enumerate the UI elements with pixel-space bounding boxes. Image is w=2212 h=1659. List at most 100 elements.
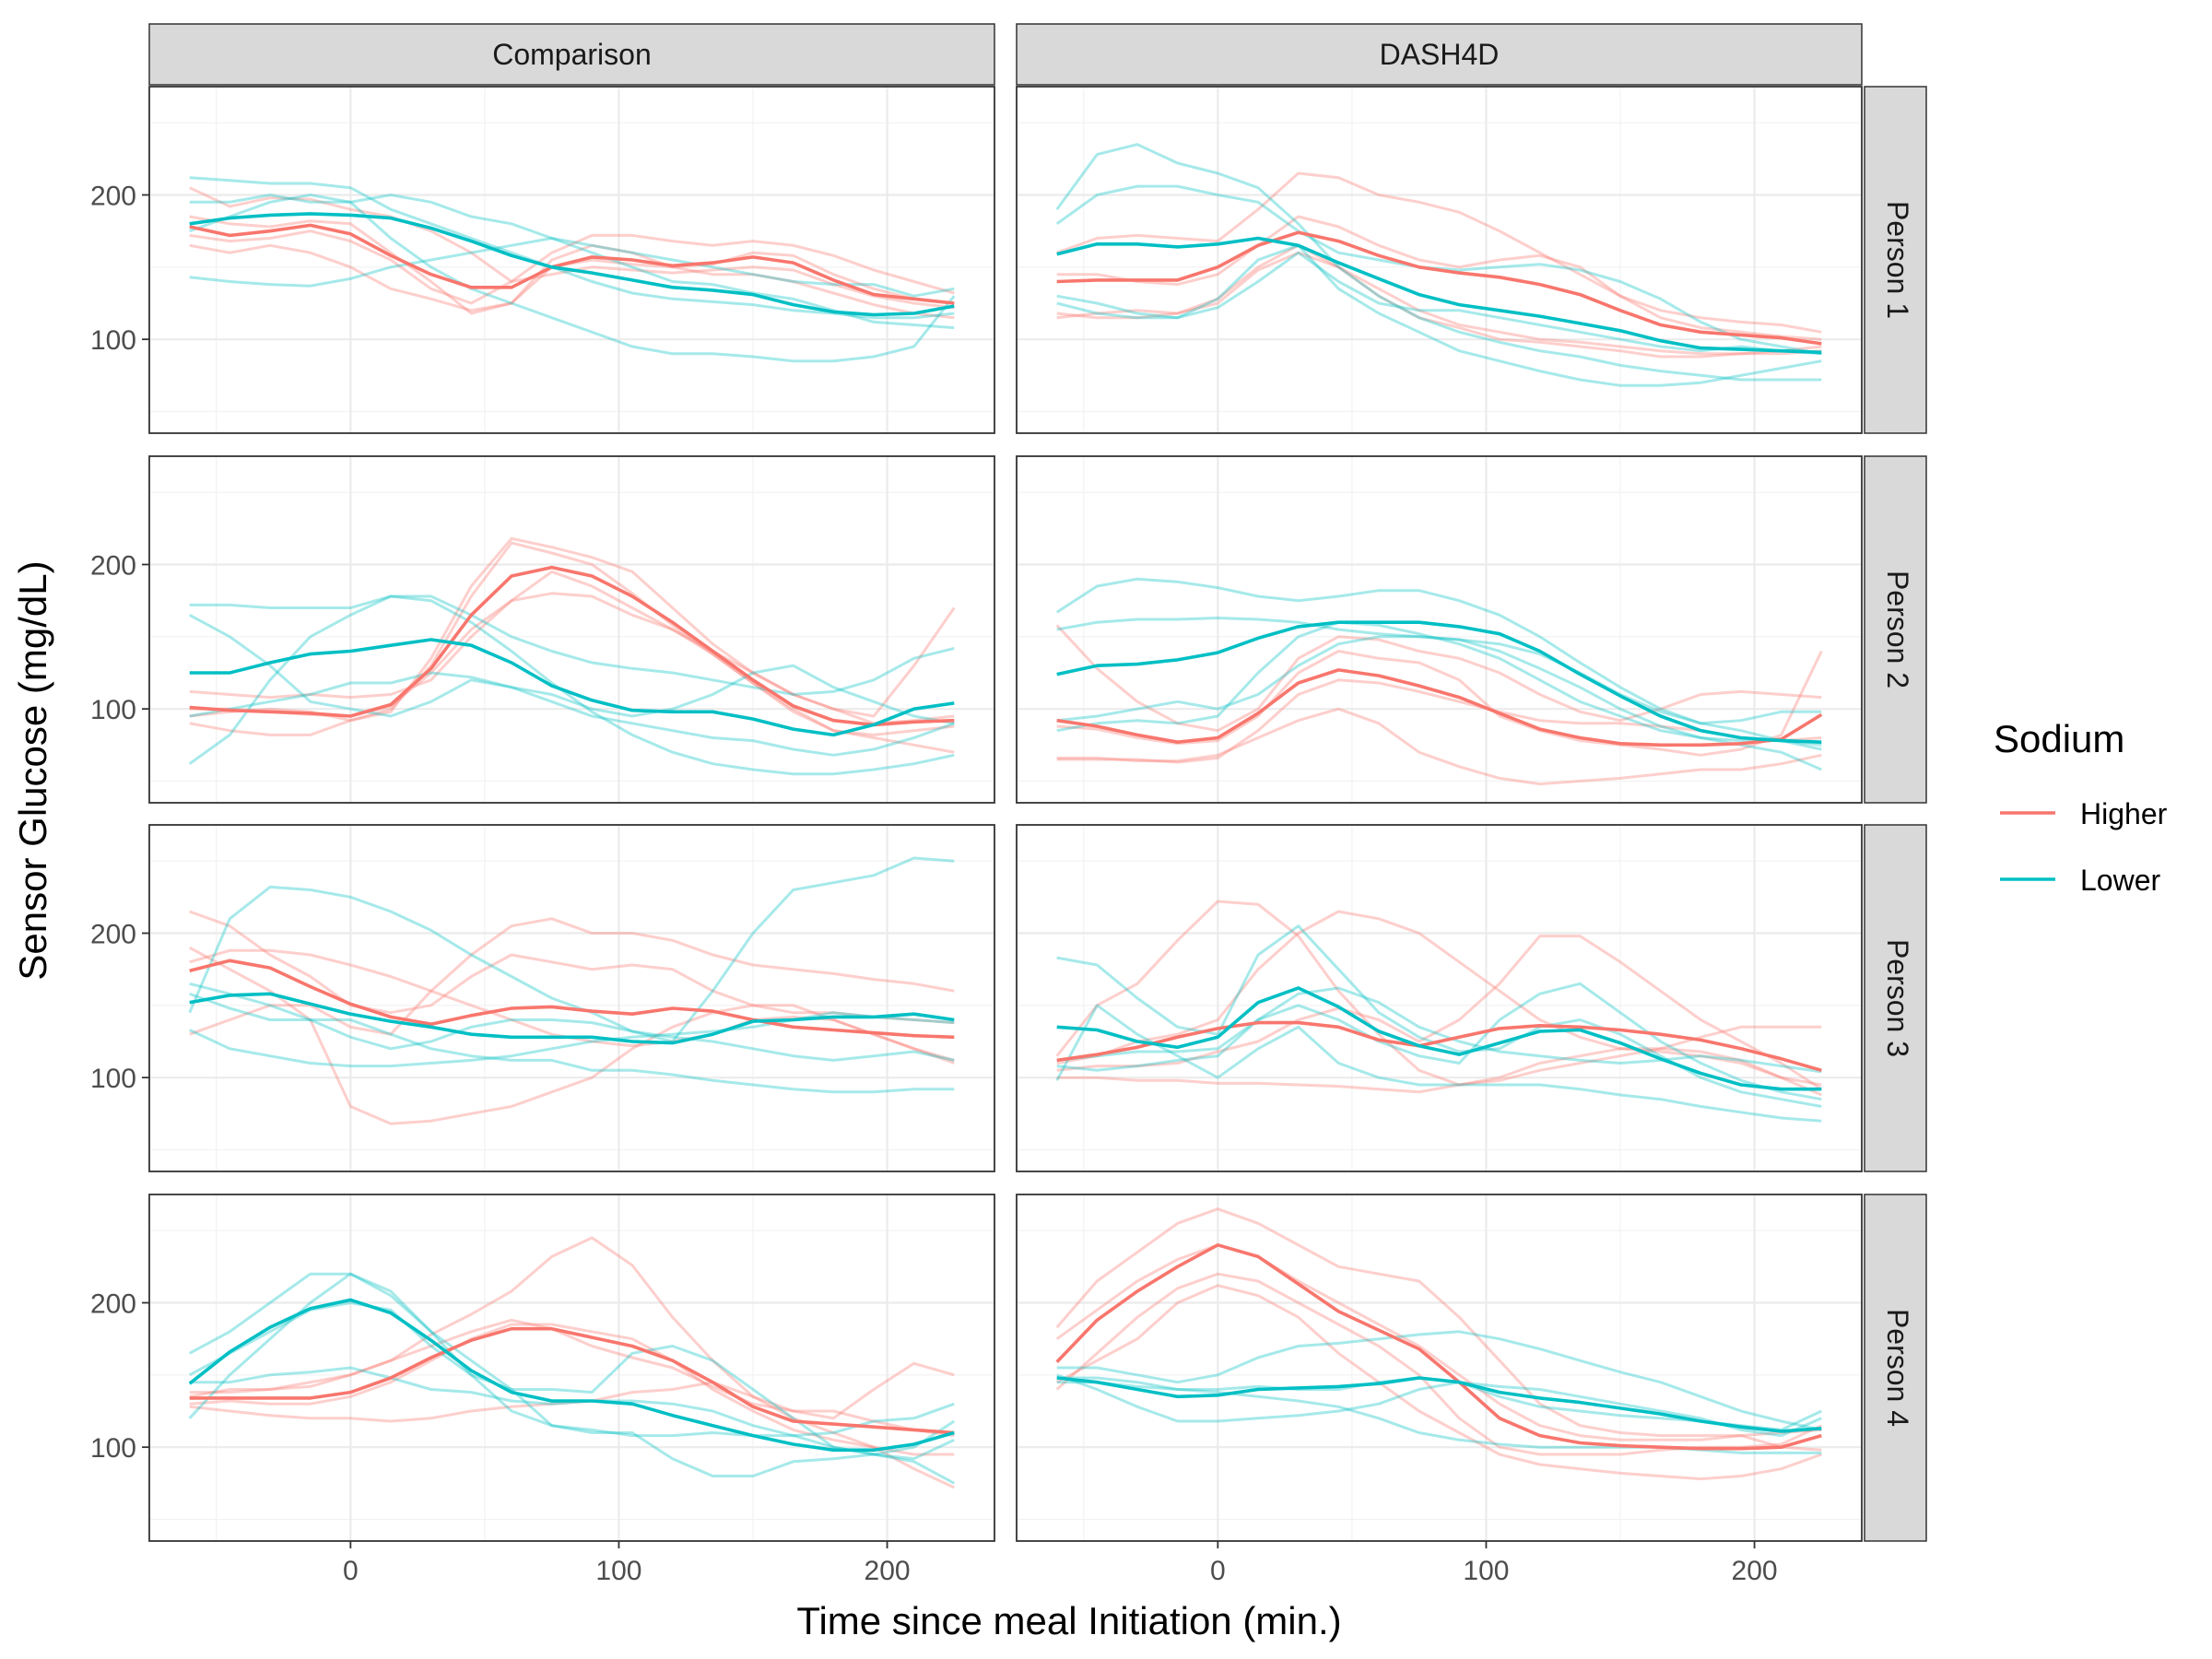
series-lower-individual-4 (189, 1011, 955, 1068)
series-higher-mean (1056, 1020, 1822, 1073)
y-axis-title: Sensor Glucose (mg/dL) (11, 560, 54, 980)
series-higher-mean (189, 223, 955, 305)
series-lower-mean (189, 992, 955, 1045)
strip-label-comparison: Comparison (492, 38, 652, 71)
panel-background (1017, 87, 1862, 433)
series-higher-individual-4 (189, 1318, 955, 1438)
series-higher-individual-2 (189, 1323, 955, 1456)
series-lower-individual-1 (1056, 924, 1822, 1108)
series-lower-individual-2 (1056, 617, 1822, 725)
panel-dash4d-person-3 (1016, 824, 1863, 1172)
series-lower-individual-4 (1055, 1004, 1822, 1123)
legend: Sodium Higher Lower (1994, 717, 2168, 897)
series-lower-individual-3 (188, 1272, 956, 1485)
strip-dash4d (1016, 23, 1863, 86)
strip-person-1 (1864, 86, 1927, 434)
series-higher-individual-2 (1056, 215, 1822, 341)
series-lower-individual-4 (189, 671, 955, 757)
strip-label-person-1: Person 1 (1881, 201, 1914, 319)
legend-title: Sodium (1994, 717, 2124, 760)
series-lower-individual-1 (1055, 577, 1822, 751)
series-lower-individual-2 (189, 194, 955, 330)
strip-person-2 (1864, 455, 1927, 804)
panel-dash4d-person-1 (1016, 86, 1863, 434)
series-higher-individual-1 (189, 1236, 955, 1420)
series-lower-mean (1056, 1376, 1822, 1433)
series-lower-individual-3 (189, 237, 955, 298)
series-higher-individual-2 (189, 541, 955, 754)
panel-background (149, 1194, 994, 1541)
series-lower-individual-3 (189, 992, 955, 1094)
x-tick-label: 100 (1463, 1556, 1509, 1586)
series-lower-individual-2 (188, 613, 955, 725)
series-higher-individual-3 (1056, 243, 1822, 359)
series-higher-individual-4 (1056, 1047, 1822, 1097)
y-tick-label: 200 (90, 1289, 136, 1320)
panel-comparison-person-2 (148, 455, 995, 804)
series-lower-individual-1 (189, 176, 955, 320)
panel-border (1016, 1194, 1863, 1542)
strip-comparison (148, 23, 995, 86)
series-lower-mean (1056, 236, 1822, 355)
panel-background (149, 87, 994, 433)
series-lower-individual-1 (189, 594, 955, 696)
panel-border (1016, 824, 1863, 1172)
series-higher-individual-4 (1056, 707, 1822, 786)
legend-label-lower: Lower (2080, 864, 2161, 897)
panel-border (148, 86, 995, 434)
panels-layer: Comparison DASH4D Person 1 Person 2 Person 3… (148, 23, 1927, 1542)
series-higher-individual-1 (189, 186, 955, 295)
y-tick-label: 100 (90, 1433, 136, 1464)
panel-border (148, 824, 995, 1172)
series-higher-individual-1 (1055, 1207, 1822, 1452)
legend-label-higher: Higher (2080, 797, 2168, 830)
series-lower-individual-4 (1056, 635, 1822, 747)
series-higher-mean (189, 1326, 955, 1435)
y-tick-label: 100 (90, 1064, 136, 1094)
series-lower-mean (1056, 986, 1822, 1091)
series-higher-individual-3 (189, 570, 956, 718)
series-higher-mean (189, 565, 955, 727)
x-tick-label: 200 (1732, 1556, 1778, 1586)
series-higher-mean (1056, 668, 1823, 747)
x-axis-title: Time since meal Initiation (min.) (796, 1599, 1341, 1642)
panel-background (1017, 825, 1862, 1171)
series-lower-mean (1056, 620, 1822, 744)
series-higher-individual-3 (189, 917, 955, 1036)
series-lower-individual-2 (1056, 1373, 1822, 1438)
series-higher-individual-1 (1056, 171, 1822, 334)
x-tick-label: 200 (865, 1556, 911, 1586)
panel-border (148, 1194, 995, 1542)
strip-label-person-2: Person 2 (1881, 571, 1914, 688)
series-lower-mean (189, 212, 955, 317)
series-lower-individual-4 (189, 194, 956, 363)
series-higher-individual-4 (1056, 251, 1822, 356)
series-lower-mean (188, 1298, 955, 1453)
panel-dash4d-person-2 (1016, 455, 1863, 804)
panel-comparison-person-3 (148, 824, 995, 1172)
y-tick-label: 100 (90, 695, 136, 725)
y-tick-label: 200 (90, 920, 136, 950)
series-higher-individual-1 (1055, 624, 1822, 733)
y-tick-label: 200 (90, 551, 136, 582)
x-tick-label: 0 (343, 1556, 359, 1586)
series-lower-individual-1 (1056, 1330, 1822, 1431)
series-higher-individual-2 (189, 243, 955, 320)
series-lower-individual-2 (1056, 982, 1822, 1101)
x-tick-label: 0 (1210, 1556, 1226, 1586)
strip-label-person-4: Person 4 (1881, 1309, 1914, 1427)
series-lower-individual-1 (1055, 143, 1822, 382)
y-tick-label: 100 (90, 325, 136, 356)
strip-person-4 (1864, 1194, 1927, 1542)
x-tick-label: 100 (595, 1556, 641, 1586)
series-higher-individual-4 (1055, 1243, 1822, 1441)
series-lower-individual-3 (1056, 986, 1822, 1074)
axes-layer: 100 200 100 200 100 200 100 200 0 100 200 0 100 200 (90, 182, 1778, 1587)
panel-background (1017, 1194, 1862, 1541)
series-lower-individual-3 (188, 594, 955, 776)
y-tick-label: 200 (90, 182, 136, 212)
series-higher-mean (189, 959, 955, 1040)
series-higher-mean (1056, 230, 1822, 346)
strip-label-person-3: Person 3 (1881, 939, 1914, 1057)
